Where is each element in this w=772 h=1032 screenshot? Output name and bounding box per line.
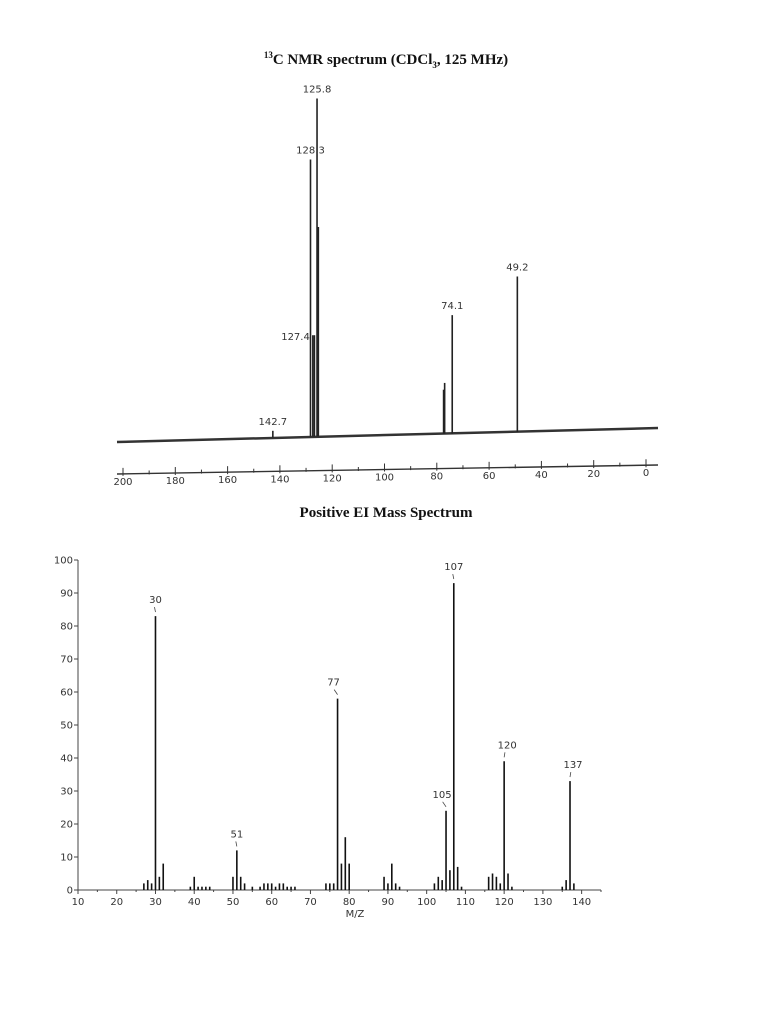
- nmr-x-tick-label: 180: [166, 476, 185, 487]
- ms-peak-label-tick: [333, 689, 338, 695]
- ms-x-tick-label: 100: [417, 897, 436, 908]
- nmr-x-tick-label: 100: [375, 473, 394, 484]
- nmr-peak-label: 128.3: [296, 146, 325, 157]
- nmr-peak-labels: 142.7 128.3 127.4 125.8 74.1 49.2: [259, 85, 529, 428]
- ms-x-tick-label: 140: [572, 897, 591, 908]
- ms-peak-label: 30: [149, 595, 162, 606]
- ms-x-tick-label: 30: [149, 897, 162, 908]
- ms-peak-label: 51: [230, 829, 243, 840]
- ms-peak-label: 137: [563, 760, 582, 771]
- ms-y-tick-label: 80: [60, 622, 73, 633]
- ms-peak-label: 77: [327, 678, 340, 689]
- ms-x-tick-label: 110: [456, 897, 475, 908]
- ms-peak-label-tick: [235, 841, 238, 847]
- nmr-x-tick-label: 60: [483, 471, 496, 482]
- nmr-x-tick-label: 0: [643, 468, 649, 479]
- ms-x-tick-label: 50: [227, 897, 240, 908]
- ms-y-tick-label: 10: [60, 853, 73, 864]
- ms-x-tick-label: 90: [382, 897, 395, 908]
- ms-peaks: [143, 583, 575, 890]
- ms-peak-label-tick: [442, 801, 447, 808]
- ms-x-tick-label: 70: [304, 897, 317, 908]
- nmr-peak-label: 49.2: [506, 262, 528, 273]
- ms-y-tick-label: 70: [60, 655, 73, 666]
- ms-y-tick-label: 30: [60, 787, 73, 798]
- nmr-baseline-line: [116, 426, 659, 444]
- nmr-title-pre: C NMR spectrum (CDCl: [272, 52, 433, 68]
- ms-x-tick-label: 80: [343, 897, 356, 908]
- ms-y-tick-label: 60: [60, 688, 73, 699]
- nmr-x-tick-label: 120: [323, 473, 342, 484]
- nmr-x-tick-label: 20: [587, 469, 600, 480]
- nmr-baseline: [116, 426, 659, 444]
- ms-x-tick-label: 120: [495, 897, 514, 908]
- ms-peak-label: 120: [498, 740, 517, 751]
- ms-peak-label: 105: [432, 790, 451, 801]
- ms-peak-label-tick: [569, 772, 572, 778]
- ms-peak-label-tick: [452, 574, 455, 580]
- nmr-x-tick-label: 140: [270, 474, 289, 485]
- ms-x-tick-label: 130: [533, 897, 552, 908]
- nmr-x-tick-label: 200: [113, 477, 132, 488]
- nmr-title-sup: 13: [263, 50, 273, 60]
- nmr-peak-label: 74.1: [441, 301, 463, 312]
- ms-x-tick-label: 20: [110, 897, 123, 908]
- nmr-peak-label: 125.8: [303, 85, 332, 96]
- ms-peak-label-tick: [503, 752, 506, 758]
- ms-x-tick-label: 40: [188, 897, 201, 908]
- ms-y-tick-label: 90: [60, 589, 73, 600]
- nmr-peaks: [272, 98, 519, 438]
- nmr-title-post: , 125 MHz): [436, 52, 509, 68]
- ms-y-tick-label: 50: [60, 721, 73, 732]
- ms-peak-labels: 30 51 77 105 107 120 137: [149, 562, 583, 847]
- nmr-x-tick-label: 40: [535, 470, 548, 481]
- nmr-title-sub: 3: [432, 60, 437, 70]
- ms-y-tick-label: 0: [67, 886, 73, 897]
- nmr-x-tick-label: 160: [218, 475, 237, 486]
- ms-x-tick-label: 10: [72, 897, 85, 908]
- nmr-peak-label: 127.4: [281, 332, 310, 343]
- ms-x-tick-label: 60: [265, 897, 278, 908]
- ms-y-tick-label: 100: [54, 556, 73, 567]
- ms-peak-label: 107: [444, 562, 463, 573]
- ms-y-tick-label: 40: [60, 754, 73, 765]
- ms-x-axis-label: M/Z: [346, 909, 365, 920]
- nmr-peak-label: 142.7: [259, 417, 288, 428]
- ms-title: Positive EI Mass Spectrum: [299, 505, 473, 521]
- nmr-x-tick-label: 80: [430, 472, 443, 483]
- ms-y-tick-label: 20: [60, 820, 73, 831]
- nmr-x-axis: 200 180 160 140 120 100 80 60 40 20 0: [113, 459, 659, 488]
- ms-peak-label-tick: [154, 607, 156, 613]
- nmr-title: 13C NMR spectrum (CDCl3, 125 MHz): [0, 50, 772, 70]
